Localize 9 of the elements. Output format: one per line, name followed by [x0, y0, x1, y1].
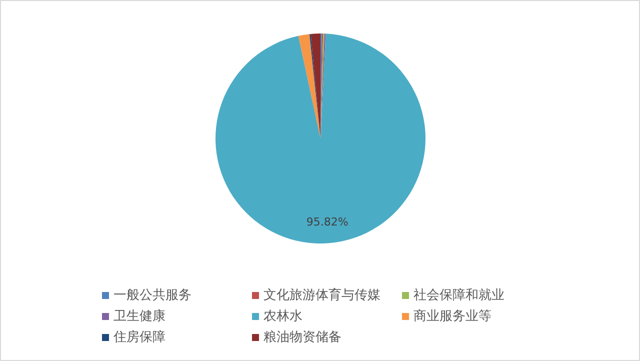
legend-label: 社会保障和就业: [414, 288, 504, 303]
legend-label: 文化旅游体育与传媒: [264, 287, 380, 303]
legend-label: 住房保障: [112, 329, 166, 345]
data-label: 95.82%: [306, 216, 348, 229]
legend-label: 卫生健康: [114, 309, 166, 324]
legend-label: 粮油物资储备: [264, 330, 342, 345]
legend-label: 一般公共服务: [114, 288, 192, 303]
legend-label: 农林水: [264, 309, 302, 324]
legend-label: 商业服务业等: [414, 309, 492, 324]
